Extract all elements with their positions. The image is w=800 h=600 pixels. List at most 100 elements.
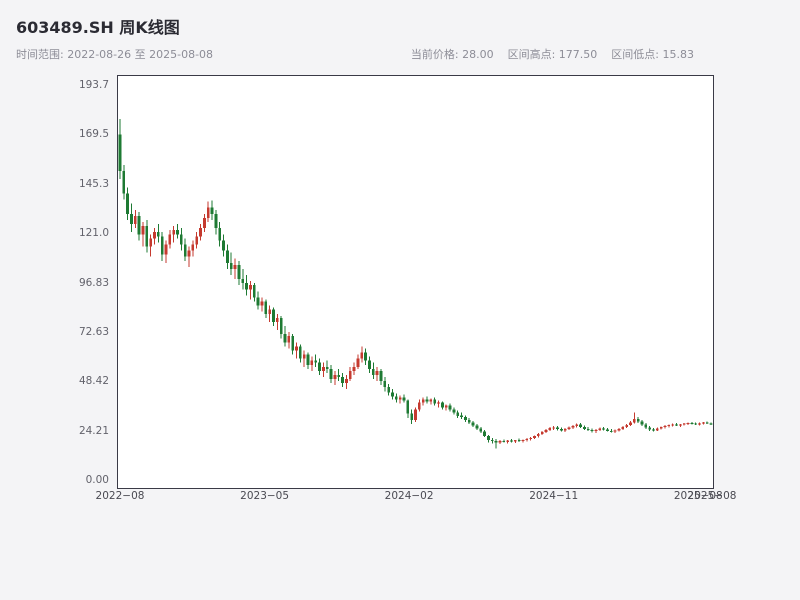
candle-body	[318, 362, 321, 371]
candle-body	[571, 425, 575, 428]
candle-body	[702, 422, 705, 424]
candle-body	[652, 429, 655, 431]
candle-body	[575, 424, 579, 426]
candle-body	[325, 366, 329, 369]
candle-body	[398, 397, 402, 400]
candle-body	[379, 370, 383, 382]
candle-body	[206, 207, 210, 218]
y-tick-label: 24.21	[78, 424, 109, 437]
candle-body	[256, 297, 260, 306]
candle-body	[690, 423, 694, 425]
candle-body	[583, 426, 586, 429]
candle-body	[552, 427, 556, 429]
candle-body	[675, 424, 678, 426]
candle-body	[525, 438, 529, 440]
candle-body	[502, 441, 506, 443]
candle-body	[383, 381, 387, 388]
candle-body	[252, 285, 256, 298]
candle-body	[460, 415, 463, 417]
candle-body	[694, 423, 698, 425]
candle-body	[698, 423, 701, 425]
candle-body	[483, 431, 486, 437]
candle-body	[556, 427, 559, 430]
current-price-label: 当前价格: 28.00	[410, 48, 494, 61]
candle-body	[179, 234, 183, 245]
candle-body	[655, 428, 659, 431]
candle-body	[141, 226, 145, 235]
candle-body	[229, 262, 233, 269]
candle-body	[540, 432, 544, 435]
candle-body	[471, 422, 475, 426]
candle-body	[667, 425, 671, 427]
candle-body	[345, 379, 348, 384]
candle-body	[594, 430, 598, 432]
kline-chart-plot	[117, 75, 714, 489]
candle-body	[410, 413, 414, 420]
candle-body	[245, 283, 248, 290]
y-tick-label: 169.5	[78, 128, 109, 141]
candle-body	[606, 429, 609, 431]
x-axis: 2022−08 2023−05 2024−02 2024−11 2025−08 2025−…	[96, 490, 737, 506]
candle-body	[421, 399, 425, 403]
candle-body	[210, 207, 214, 214]
candle-body	[625, 425, 629, 428]
candle-body	[609, 430, 613, 432]
candle-body	[264, 301, 268, 314]
candle-body	[202, 217, 206, 229]
candle-body	[433, 399, 437, 404]
candle-body	[429, 399, 433, 402]
candle-body	[352, 366, 356, 371]
candle-body	[586, 429, 590, 431]
candle-body	[268, 309, 272, 314]
candle-body	[648, 427, 652, 430]
candle-body	[602, 428, 605, 430]
candle-body	[172, 230, 176, 235]
candle-body	[164, 244, 168, 255]
candle-body	[590, 430, 594, 432]
candle-body	[705, 422, 709, 424]
candle-body	[444, 405, 448, 408]
candle-body	[348, 370, 352, 380]
candlestick-canvas	[118, 119, 713, 449]
candle-body	[533, 436, 536, 438]
candle-body	[521, 439, 525, 442]
candle-body	[659, 427, 663, 429]
price-summary: 当前价格: 28.00 区间高点: 177.50 区间低点: 15.83	[411, 46, 694, 62]
candle-body	[130, 213, 133, 225]
candle-body	[314, 360, 318, 363]
candle-body	[364, 352, 367, 361]
candle-body	[417, 402, 421, 410]
candle-body	[145, 226, 149, 247]
x-tick-label: 2025−08	[687, 490, 737, 502]
candle-body	[272, 309, 275, 322]
x-tick-label: 2024−11	[529, 490, 579, 502]
x-tick-label: 2022−08	[95, 490, 145, 502]
candle-body	[149, 238, 153, 247]
candle-body	[306, 354, 310, 365]
candle-body	[510, 440, 513, 442]
x-tick-label: 2023−05	[240, 490, 290, 502]
candle-body	[682, 423, 686, 425]
candle-body	[425, 399, 429, 402]
candle-body	[275, 317, 279, 322]
candle-body	[644, 424, 648, 428]
candle-body	[333, 374, 337, 380]
candle-body	[356, 358, 360, 367]
x-tick-label: 2025−08	[673, 490, 723, 502]
candle-body	[360, 352, 364, 359]
candle-body	[636, 418, 640, 422]
candle-body	[199, 228, 202, 237]
candle-body	[371, 368, 375, 375]
candle-body	[544, 430, 548, 433]
candle-body	[321, 366, 325, 371]
candle-body	[536, 434, 540, 437]
candle-body	[260, 301, 264, 306]
candle-body	[563, 429, 567, 431]
candle-body	[709, 423, 713, 425]
candle-body	[617, 428, 621, 431]
y-tick-label: 96.83	[78, 276, 109, 289]
candle-body	[153, 232, 156, 239]
range-low-label: 区间低点: 15.83	[611, 48, 694, 61]
candle-body	[195, 236, 199, 245]
candle-body	[222, 240, 225, 251]
